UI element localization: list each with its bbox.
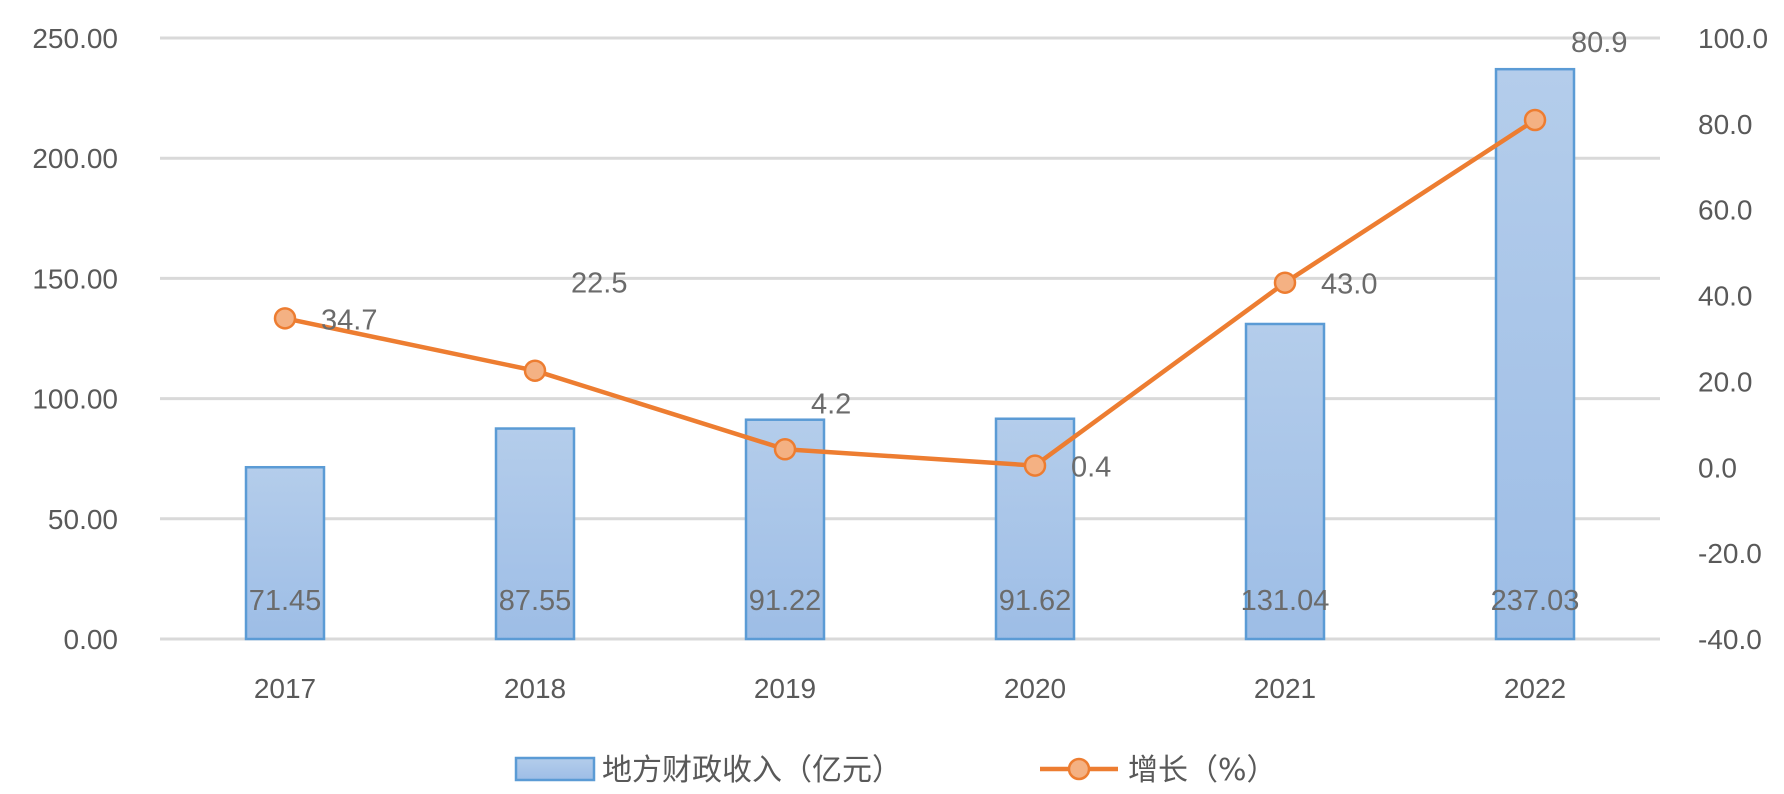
right-axis: -40.0 -20.0 0.0 20.0 40.0 60.0 80.0 100.0 [1698,23,1768,655]
right-tick-label: -40.0 [1698,624,1762,655]
left-tick-label: 150.00 [32,263,118,294]
right-tick-label: -20.0 [1698,538,1762,569]
bar-value-label: 91.22 [749,585,822,617]
right-tick-label: 60.0 [1698,195,1753,226]
right-tick-label: 40.0 [1698,281,1753,312]
line-point [1273,271,1297,294]
legend-line-marker [1067,757,1091,781]
left-tick-label: 100.00 [32,384,118,415]
x-tick-label: 2019 [754,673,816,704]
x-tick-label: 2018 [504,673,566,704]
x-tick-label: 2022 [1504,673,1566,704]
bar-value-label: 87.55 [499,585,572,617]
bar-value-label: 237.03 [1491,585,1580,617]
x-tick-label: 2021 [1254,673,1316,704]
left-tick-label: 50.00 [48,504,118,535]
right-tick-label: 0.0 [1698,452,1737,483]
line-point [1523,108,1547,132]
bar-value-label: 131.04 [1241,585,1330,617]
line-value-label: 80.9 [1571,27,1627,59]
line-value-label: 34.7 [321,304,377,336]
x-axis: 2017 2018 2019 2020 2021 2022 [254,673,1566,704]
left-axis: 0.00 50.00 100.00 150.00 200.00 250.00 [32,23,118,655]
line-value-label: 22.5 [571,268,627,300]
legend-bar-label: 地方财政收入（亿元） [602,753,902,788]
bar [1244,322,1326,641]
x-tick-label: 2017 [254,673,316,704]
line-point [523,359,547,382]
left-tick-label: 0.00 [64,624,119,655]
growth-line [284,118,1537,468]
legend-line-label: 增长（%） [1128,753,1277,788]
bar-value-label: 91.62 [999,585,1072,617]
left-tick-label: 250.00 [32,23,118,54]
line-value-label: 0.4 [1071,452,1111,484]
right-tick-label: 80.0 [1698,109,1753,140]
right-tick-label: 100.0 [1698,23,1768,54]
left-tick-label: 200.00 [32,143,118,174]
bar [494,427,576,641]
bar-value-label: 71.45 [249,585,322,617]
line-point [773,438,797,461]
gridlines [160,36,1660,641]
legend-bar-swatch [514,756,596,782]
legend: 地方财政收入（亿元） 增长（%） [514,753,1277,788]
line-value-label: 43.0 [1321,269,1377,301]
right-tick-label: 20.0 [1698,366,1753,397]
line-point [273,307,297,330]
line-point [1023,454,1047,477]
line-series: 34.7 22.5 4.2 0.4 43.0 80.9 [273,27,1627,484]
bar [244,465,326,641]
line-value-label: 4.2 [811,388,851,420]
x-tick-label: 2020 [1004,673,1066,704]
bar [1494,67,1576,641]
